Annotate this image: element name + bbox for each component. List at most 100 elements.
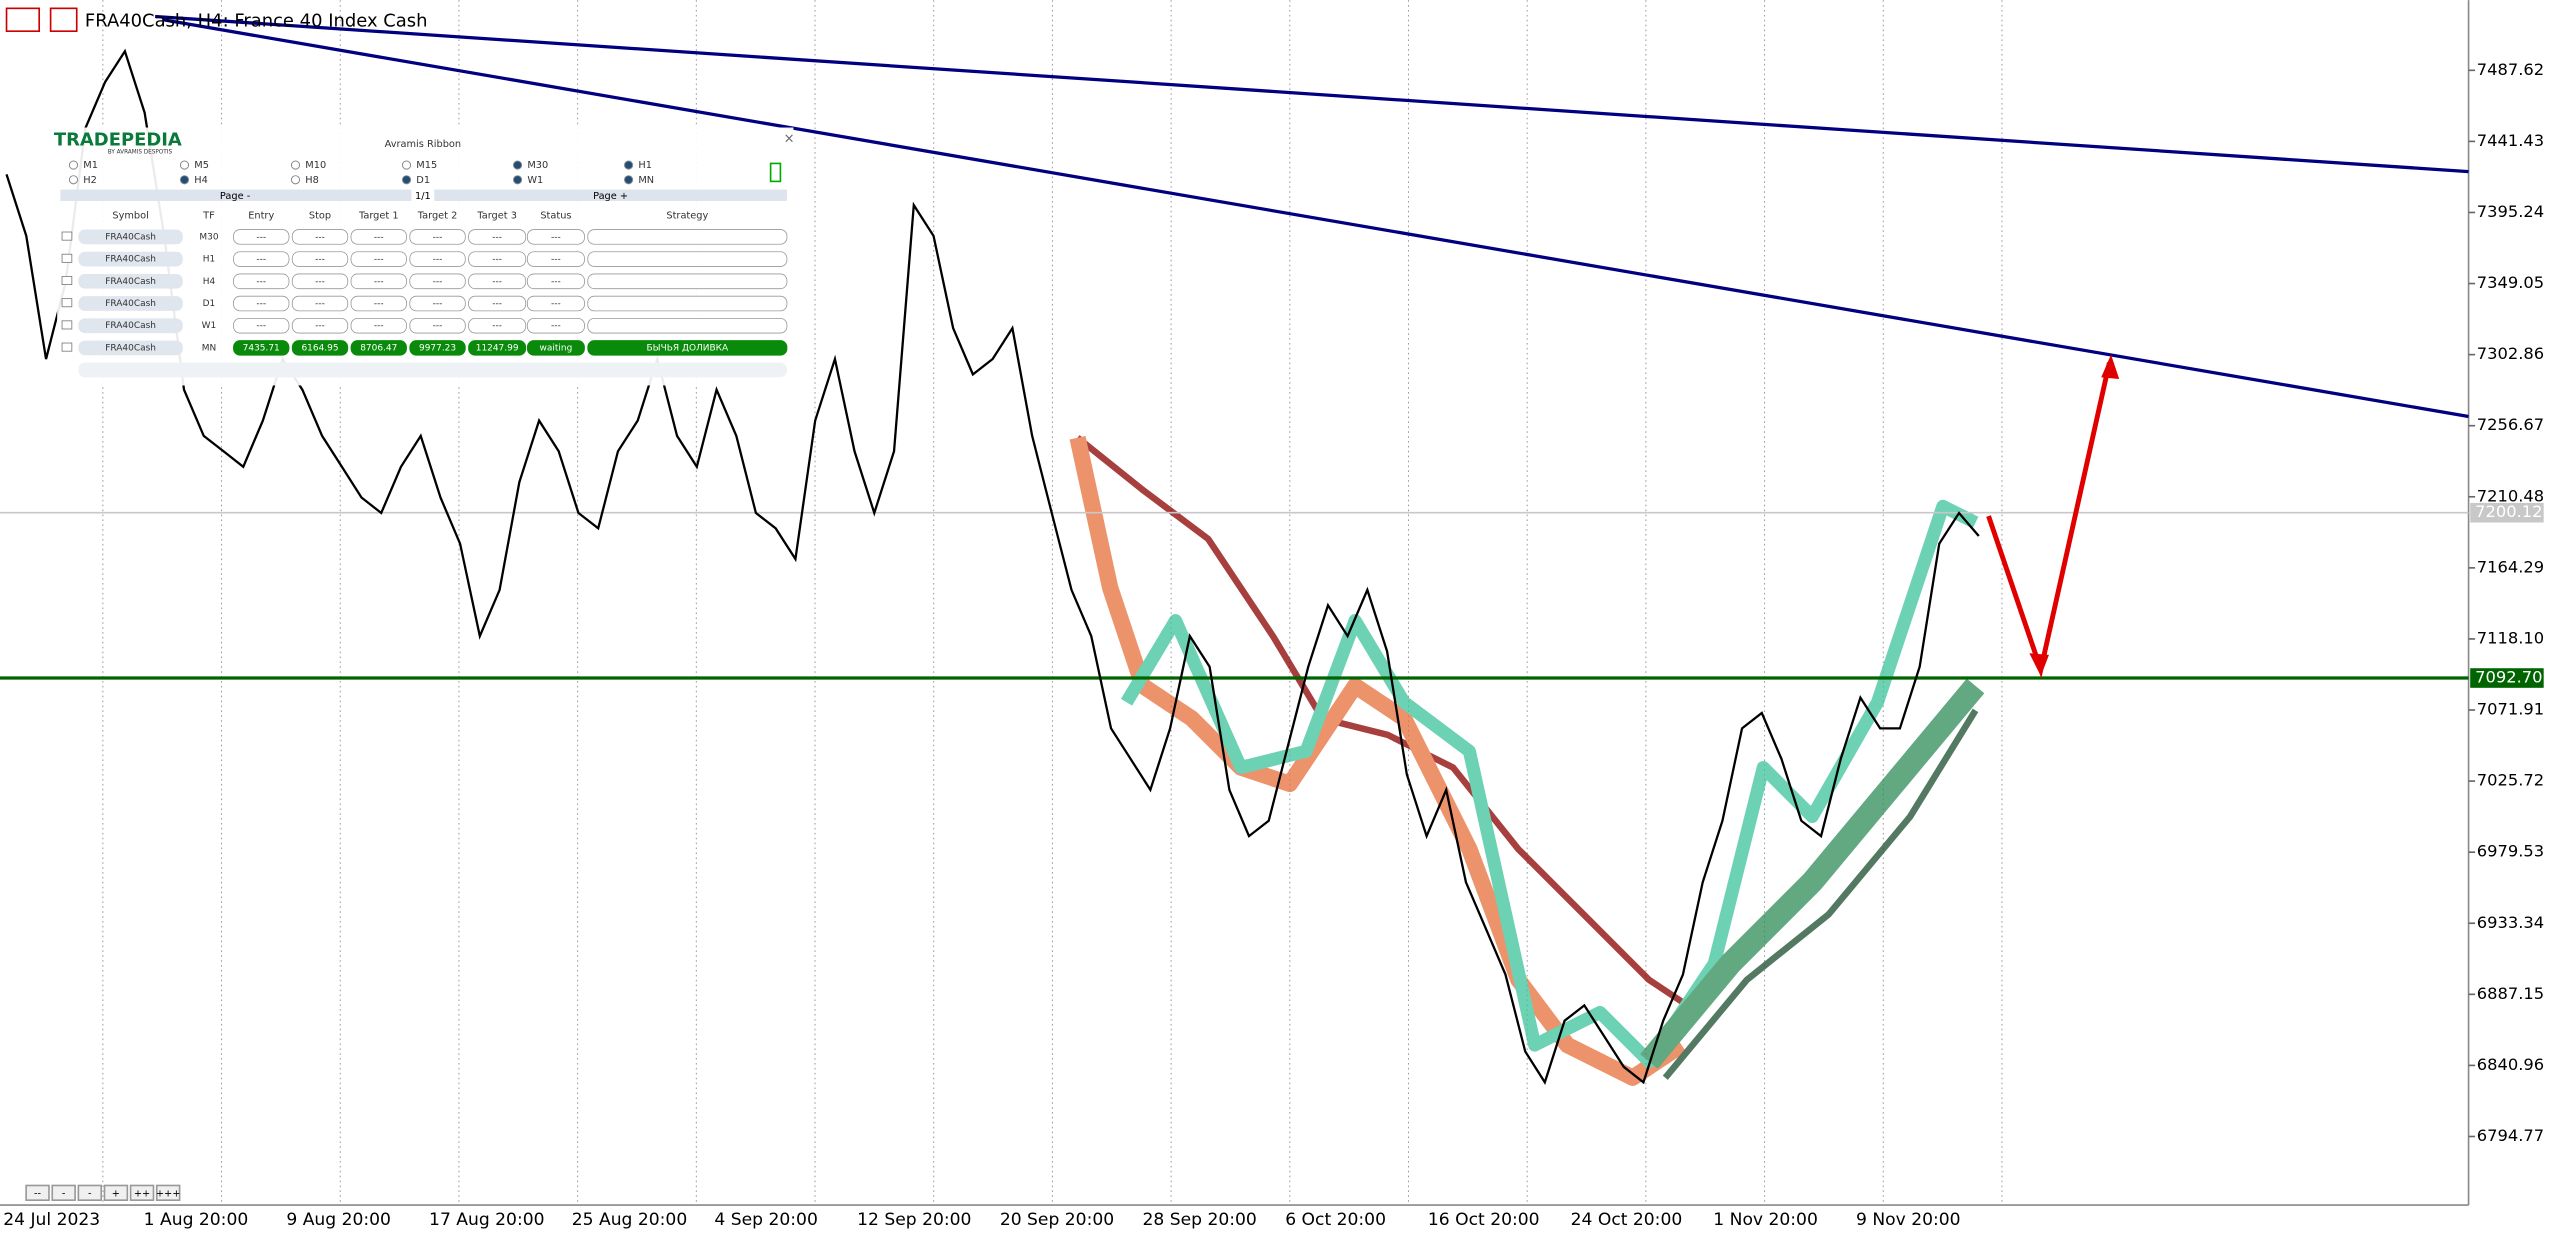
cell-text: --- (551, 255, 561, 265)
cell (468, 251, 527, 267)
cell-text: --- (551, 299, 561, 309)
cell-text: --- (374, 232, 384, 242)
cell (526, 295, 585, 312)
level-tag (2470, 668, 2544, 688)
cell-text: --- (433, 232, 443, 242)
page-next[interactable] (434, 189, 787, 201)
page-prev[interactable] (60, 189, 412, 201)
x-tick-label: 9 Nov 20:00 (1856, 1210, 1961, 1230)
cell (526, 340, 585, 356)
row-icon[interactable] (61, 320, 73, 330)
radio[interactable] (290, 160, 301, 170)
radio[interactable] (68, 160, 79, 170)
cell (350, 273, 407, 290)
close-button[interactable]: × (784, 131, 795, 146)
cell (526, 251, 585, 267)
y-tick-label: 6979.53 (2477, 842, 2544, 861)
cell (409, 295, 466, 312)
radio[interactable] (179, 175, 190, 185)
nav-button[interactable] (25, 1184, 50, 1201)
cell-text: --- (315, 321, 325, 331)
column-header: Target 3 (476, 211, 517, 222)
x-tick-label: 20 Sep 20:00 (1000, 1210, 1114, 1230)
nav-button[interactable] (155, 1184, 181, 1201)
axes: 7487.62 7441.43 7395.24 7349.05 7302.86 7256.… (3, 60, 2544, 1230)
nav-button-label: - (88, 1189, 92, 1200)
y-tick-label: 7025.72 (2477, 771, 2544, 790)
y-tick-label: 6933.34 (2477, 913, 2544, 932)
nav-button[interactable] (77, 1184, 103, 1201)
nav-button[interactable] (51, 1184, 76, 1201)
column-header: TF (202, 211, 215, 222)
cell-text: H1 (203, 255, 215, 265)
window-title: FRA40Cash, H4: France 40 Index Cash (85, 10, 428, 31)
cell-text: БЫЧЬЯ ДОЛИВКА (647, 343, 729, 353)
radio[interactable] (401, 175, 412, 185)
cell (350, 295, 407, 312)
cell (233, 273, 290, 290)
radio-label: M5 (194, 160, 209, 171)
row-icon[interactable] (61, 253, 73, 263)
trend-line (154, 14, 2469, 174)
cell-text: waiting (540, 343, 573, 353)
cell (468, 295, 527, 312)
cell (350, 340, 407, 356)
column-header: Status (540, 211, 571, 222)
radio[interactable] (401, 160, 412, 170)
row-icon[interactable] (61, 231, 73, 241)
cell (526, 229, 585, 245)
radio[interactable] (290, 175, 301, 185)
radio[interactable] (512, 175, 523, 185)
cell-text: MN (202, 343, 216, 353)
radio[interactable] (68, 175, 79, 185)
ribbon (1069, 435, 1985, 1086)
cell (291, 229, 349, 245)
nav-button[interactable] (103, 1184, 129, 1201)
nav-buttons: -- - - + ++ +++ (25, 1184, 181, 1201)
x-tick-label: 28 Sep 20:00 (1143, 1210, 1257, 1230)
menu-icon[interactable] (5, 7, 40, 33)
cell (291, 251, 349, 267)
row-icon[interactable] (61, 298, 73, 308)
cell (291, 273, 349, 290)
cell-text: --- (492, 299, 502, 309)
arrow-head (2029, 653, 2049, 677)
cell-text: FRA40Cash (105, 343, 156, 353)
row-icon[interactable] (61, 342, 73, 352)
cell-text: 7435.71 (243, 343, 280, 353)
chart-icon[interactable] (49, 7, 78, 33)
nav-button-label: ++ (134, 1189, 150, 1200)
cell-text: --- (256, 255, 266, 265)
cell (291, 340, 349, 356)
cell-text: --- (256, 277, 266, 287)
radio[interactable] (624, 175, 634, 185)
cell (350, 317, 407, 334)
cell (233, 317, 290, 334)
cell (233, 340, 290, 356)
cell-text: --- (433, 255, 443, 265)
column-header: Stop (309, 211, 331, 222)
radio[interactable] (512, 160, 523, 170)
radio[interactable] (624, 160, 634, 170)
column-header: Target 1 (358, 211, 399, 222)
cell-text: --- (433, 299, 443, 309)
cell-text: 8706.47 (360, 343, 397, 353)
cell-text: H4 (203, 277, 216, 287)
nav-button[interactable] (129, 1184, 155, 1201)
cell-text: 11247.99 (476, 343, 519, 353)
status-icon (769, 162, 782, 183)
cell-text: --- (492, 232, 502, 242)
cell-text: 6164.95 (301, 343, 338, 353)
cell-text: --- (492, 255, 502, 265)
cell-text: --- (374, 299, 384, 309)
radio-label: H8 (305, 175, 319, 186)
row-icon[interactable] (61, 276, 73, 285)
level-label: 7200.12 (2475, 502, 2542, 521)
y-tick-label: 6840.96 (2477, 1055, 2544, 1074)
y-tick-label: 7210.48 (2477, 486, 2544, 505)
radio[interactable] (179, 160, 190, 170)
cell (409, 251, 466, 267)
cell (526, 273, 585, 290)
cell-text: --- (256, 232, 266, 242)
panel-title: Avramis Ribbon (385, 139, 462, 150)
